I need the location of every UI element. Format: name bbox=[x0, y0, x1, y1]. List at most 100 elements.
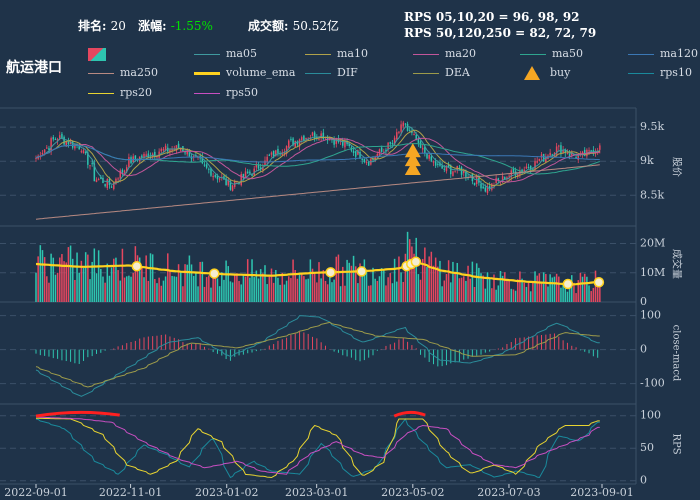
volume-bar bbox=[128, 275, 130, 302]
volume-bar bbox=[383, 269, 385, 302]
volume-bar bbox=[298, 272, 301, 302]
candle-body bbox=[160, 148, 163, 152]
volume-bar bbox=[417, 274, 420, 302]
candle-body bbox=[229, 181, 232, 190]
candle-body bbox=[331, 139, 333, 141]
legend-label: ma120 bbox=[660, 47, 698, 60]
legend-item-ma250[interactable]: ma250 bbox=[88, 66, 158, 79]
candle-body bbox=[590, 150, 592, 152]
volume-bar bbox=[596, 283, 599, 302]
volume-bar bbox=[536, 275, 538, 302]
y-axis-label: 股价 bbox=[671, 157, 683, 177]
volume-bar bbox=[110, 267, 113, 302]
candle-body bbox=[266, 156, 268, 163]
rps50-line bbox=[35, 416, 600, 475]
legend-item-dea[interactable]: DEA bbox=[413, 66, 470, 79]
volume-bar bbox=[218, 286, 221, 302]
candle-body bbox=[61, 133, 63, 139]
candle-body bbox=[320, 133, 322, 138]
candle-body bbox=[303, 135, 305, 141]
candle-body bbox=[497, 178, 500, 181]
volume-bar bbox=[113, 258, 115, 302]
volume-bar bbox=[467, 265, 469, 302]
candle-body bbox=[508, 175, 510, 177]
legend-item-dif[interactable]: DIF bbox=[305, 66, 358, 79]
candle-body bbox=[555, 146, 558, 155]
volume-bar bbox=[46, 276, 48, 302]
candle-body bbox=[173, 149, 176, 151]
legend-item-rps50[interactable]: rps50 bbox=[194, 86, 258, 99]
y-tick-label: 9.5k bbox=[640, 120, 664, 133]
volume-bar bbox=[391, 283, 394, 302]
volume-bar bbox=[270, 268, 273, 302]
volume-bar bbox=[160, 285, 163, 302]
y-tick-label: -100 bbox=[640, 377, 665, 390]
candle-body bbox=[354, 151, 357, 157]
candle-body bbox=[415, 135, 417, 140]
candle-body bbox=[311, 132, 314, 136]
volume-bar bbox=[363, 259, 366, 302]
volume-bar bbox=[568, 280, 571, 302]
volume-bar bbox=[275, 269, 277, 302]
candle-body bbox=[536, 160, 538, 163]
candle-body bbox=[421, 147, 424, 150]
legend-item-rps10[interactable]: rps10 bbox=[628, 66, 692, 79]
ma05-line bbox=[35, 126, 600, 190]
volume-bar bbox=[447, 260, 450, 302]
volume-bar bbox=[564, 284, 567, 302]
volume-bar bbox=[147, 280, 150, 302]
legend-swatch-icon bbox=[413, 53, 439, 55]
candle-body bbox=[326, 136, 329, 141]
legend-item-volume-ema[interactable]: volume_ema bbox=[194, 66, 295, 79]
legend-item-ma10[interactable]: ma10 bbox=[305, 47, 368, 60]
volume-ema-marker bbox=[410, 256, 422, 268]
legend-item-ma05[interactable]: ma05 bbox=[194, 47, 257, 60]
candle-body bbox=[257, 164, 260, 169]
rps-long-stat: RPS 50,120,250 = 82, 72, 79 bbox=[404, 26, 597, 40]
volume-bar bbox=[478, 267, 480, 302]
candle-body bbox=[408, 130, 411, 132]
volume-bar bbox=[558, 276, 560, 302]
candle-body bbox=[268, 154, 271, 156]
volume-bar bbox=[246, 259, 249, 302]
volume-bar bbox=[465, 280, 467, 302]
candle-body bbox=[372, 158, 374, 160]
legend-item-buy[interactable]: buy bbox=[520, 66, 570, 80]
legend-item-rps20[interactable]: rps20 bbox=[88, 86, 152, 99]
volume-bar bbox=[586, 276, 588, 302]
volume-bar bbox=[486, 272, 489, 302]
candle-body bbox=[67, 141, 70, 145]
volume-bar bbox=[91, 261, 93, 302]
legend-item-ma20[interactable]: ma20 bbox=[413, 47, 476, 60]
volume-bar bbox=[50, 253, 52, 302]
candle-body bbox=[59, 135, 61, 139]
volume-bar bbox=[123, 277, 126, 302]
volume-bar bbox=[342, 266, 344, 302]
volume-bar bbox=[71, 258, 74, 302]
volume-bar bbox=[199, 261, 201, 302]
volume-bar bbox=[400, 272, 402, 302]
legend-item-candle[interactable] bbox=[88, 47, 106, 61]
candle-body bbox=[376, 154, 379, 158]
candle-body bbox=[527, 167, 530, 169]
volume-bar bbox=[143, 277, 145, 302]
volume-bar bbox=[188, 255, 191, 302]
legend-item-ma120[interactable]: ma120 bbox=[628, 47, 698, 60]
candle-body bbox=[119, 170, 122, 179]
volume-ema-marker bbox=[131, 260, 143, 272]
candle-body bbox=[480, 183, 482, 189]
volume-bar bbox=[240, 284, 242, 302]
candle-body bbox=[294, 141, 296, 147]
legend-item-ma50[interactable]: ma50 bbox=[520, 47, 583, 60]
buy-marker bbox=[404, 161, 421, 176]
volume-bar bbox=[138, 257, 141, 302]
candle-body bbox=[473, 182, 476, 186]
volume-bar bbox=[575, 293, 577, 302]
legend-swatch-icon bbox=[413, 72, 439, 74]
volume-bar bbox=[69, 245, 72, 302]
volume-bar bbox=[89, 279, 91, 302]
candle-body bbox=[46, 147, 48, 149]
y-axis-label: close-macd bbox=[671, 325, 682, 382]
candle-body bbox=[145, 154, 147, 156]
